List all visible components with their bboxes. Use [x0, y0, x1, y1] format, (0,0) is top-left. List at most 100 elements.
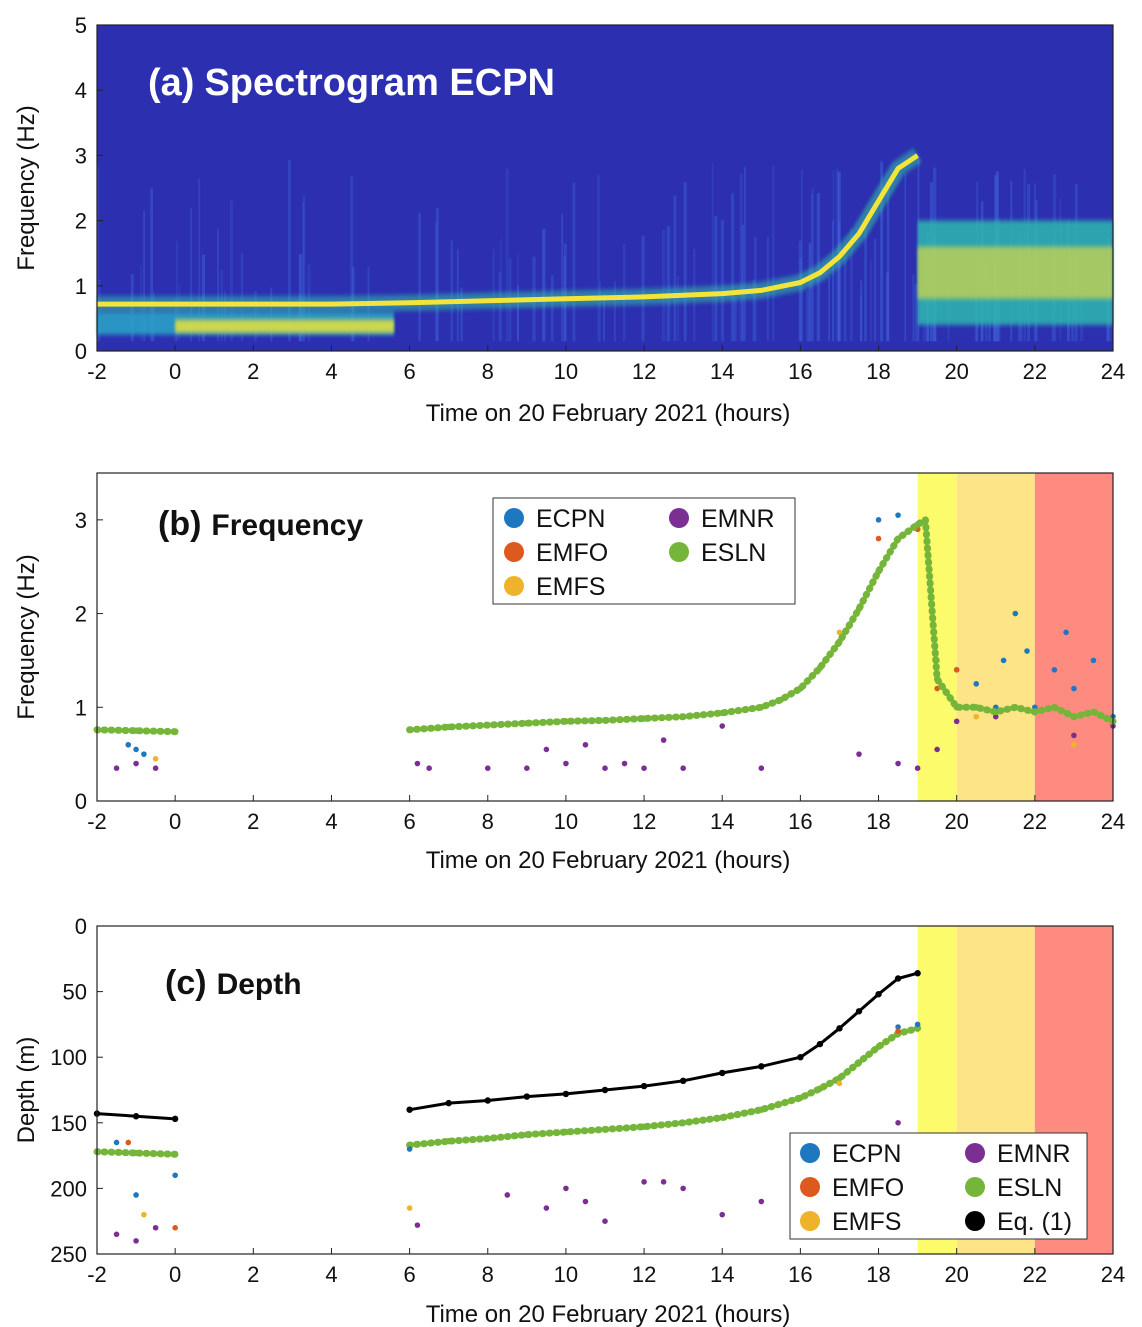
y-tick-label: 5: [75, 13, 87, 38]
spectrogram-striation: [229, 200, 234, 342]
x-tick-label: 14: [710, 809, 734, 834]
x-tick-label: 0: [169, 359, 181, 384]
spectrogram-y-axis-label: Frequency (Hz): [13, 105, 40, 270]
x-tick-label: 18: [866, 809, 890, 834]
legend-marker-emfs: [800, 1211, 820, 1231]
x-tick-label: -2: [87, 809, 107, 834]
point-emnr: [426, 765, 432, 771]
legend-label: ECPN: [536, 505, 605, 533]
frequency-title: (b) Frequency: [158, 505, 363, 543]
point-emnr: [152, 1224, 159, 1231]
depth-axes-frame: [96, 925, 1114, 1255]
point-emnr: [582, 1198, 589, 1205]
point-esln: [484, 721, 491, 729]
point-ecpn: [406, 1146, 413, 1152]
point-ecpn: [875, 517, 882, 523]
point-emfo: [125, 1139, 132, 1146]
spectrogram-striation: [904, 172, 907, 342]
point-ecpn: [1063, 629, 1069, 636]
x-tick-label: 16: [788, 809, 812, 834]
point-emnr: [641, 765, 647, 771]
x-tick-label: 2: [247, 809, 259, 834]
spectrogram-axes-frame: [96, 24, 1114, 352]
point-emnr: [504, 1192, 511, 1198]
spectrogram-striation: [460, 287, 463, 342]
point-ecpn: [125, 741, 132, 748]
point-eq-1-: [640, 1082, 648, 1090]
spectrogram-striation: [666, 225, 669, 342]
legend-label: EMFS: [832, 1208, 901, 1236]
point-esln: [132, 727, 140, 734]
legend-label: EMFS: [536, 573, 605, 601]
depth-y-axis-label: Depth (m): [13, 1037, 40, 1144]
point-emnr: [414, 1222, 421, 1228]
point-emnr: [914, 765, 921, 771]
point-esln: [719, 1114, 726, 1121]
spectrogram-striation: [613, 281, 616, 342]
x-tick-label: 12: [632, 359, 656, 384]
spectrogram-striation: [435, 207, 440, 342]
frequency-shaded-periods: [917, 473, 1113, 801]
point-esln: [171, 728, 179, 735]
point-emnr: [719, 1211, 726, 1218]
x-tick-label: 8: [482, 359, 494, 384]
point-emnr: [719, 723, 726, 729]
y-tick-label: 1: [75, 274, 87, 299]
spectrogram-striation: [198, 178, 201, 342]
spectrogram-striation: [667, 226, 671, 342]
spectrogram-striation: [143, 210, 146, 342]
point-emfo: [895, 1028, 901, 1034]
point-emnr: [641, 1179, 647, 1185]
point-esln: [758, 1106, 765, 1113]
spectrogram-panel-tag: (a): [148, 62, 194, 104]
y-tick-label: 150: [50, 1111, 87, 1136]
x-tick-label: 22: [1023, 1262, 1047, 1287]
point-emfs: [152, 756, 159, 762]
depth-x-ticks: -2 0 2 4 6 8 10 12 14 16 18 20 22 24: [87, 1248, 1125, 1287]
spectrogram-striation: [720, 219, 725, 342]
spectrogram-striation: [914, 283, 918, 342]
frequency-legend: ECPN EMNR EMFO ESLN EMFS: [492, 497, 796, 605]
x-tick-label: 8: [482, 809, 494, 834]
legend-marker-emnr: [965, 1143, 985, 1163]
frequency-y-axis-label: Frequency (Hz): [13, 554, 40, 719]
spectrogram-striation: [542, 228, 546, 342]
legend-label: Eq. (1): [997, 1208, 1072, 1236]
x-tick-label: 6: [403, 1262, 415, 1287]
point-eq-1-: [914, 970, 921, 977]
spectrogram-striation: [831, 220, 834, 342]
point-esln: [1012, 704, 1019, 711]
frequency-panel-name: Frequency: [211, 509, 363, 542]
x-tick-label: 24: [1101, 359, 1125, 384]
point-esln: [1070, 713, 1078, 720]
spectrogram-striation: [350, 175, 354, 342]
legend-label: EMFO: [832, 1174, 904, 1202]
x-tick-label: 20: [944, 809, 968, 834]
point-ecpn: [133, 1192, 139, 1198]
point-emnr: [133, 1238, 139, 1244]
spectrogram-striation: [811, 188, 814, 342]
x-tick-label: 2: [247, 1262, 259, 1287]
point-emfo: [172, 1224, 178, 1231]
frequency-axes-frame: [96, 472, 1114, 802]
spectrogram-striation: [879, 160, 883, 342]
point-eq-1-: [484, 1097, 491, 1104]
spectrogram-striation: [217, 228, 219, 342]
point-eq-1-: [523, 1093, 531, 1100]
point-emnr: [484, 765, 491, 771]
x-tick-label: 0: [169, 809, 181, 834]
point-eq-1-: [816, 1040, 824, 1048]
spectrogram-striation: [434, 222, 438, 342]
frequency-y-ticks: 0 1 2 3: [75, 508, 103, 814]
spectrogram-striation: [288, 159, 291, 342]
point-emfs: [141, 1211, 147, 1218]
depth-legend-box: [789, 1132, 1088, 1240]
x-tick-label: 6: [403, 359, 415, 384]
spectrogram-striation: [843, 250, 847, 342]
point-emnr: [934, 746, 940, 753]
y-tick-label: 3: [75, 143, 87, 168]
point-esln: [601, 1126, 609, 1133]
spectrogram-striation: [828, 276, 830, 342]
